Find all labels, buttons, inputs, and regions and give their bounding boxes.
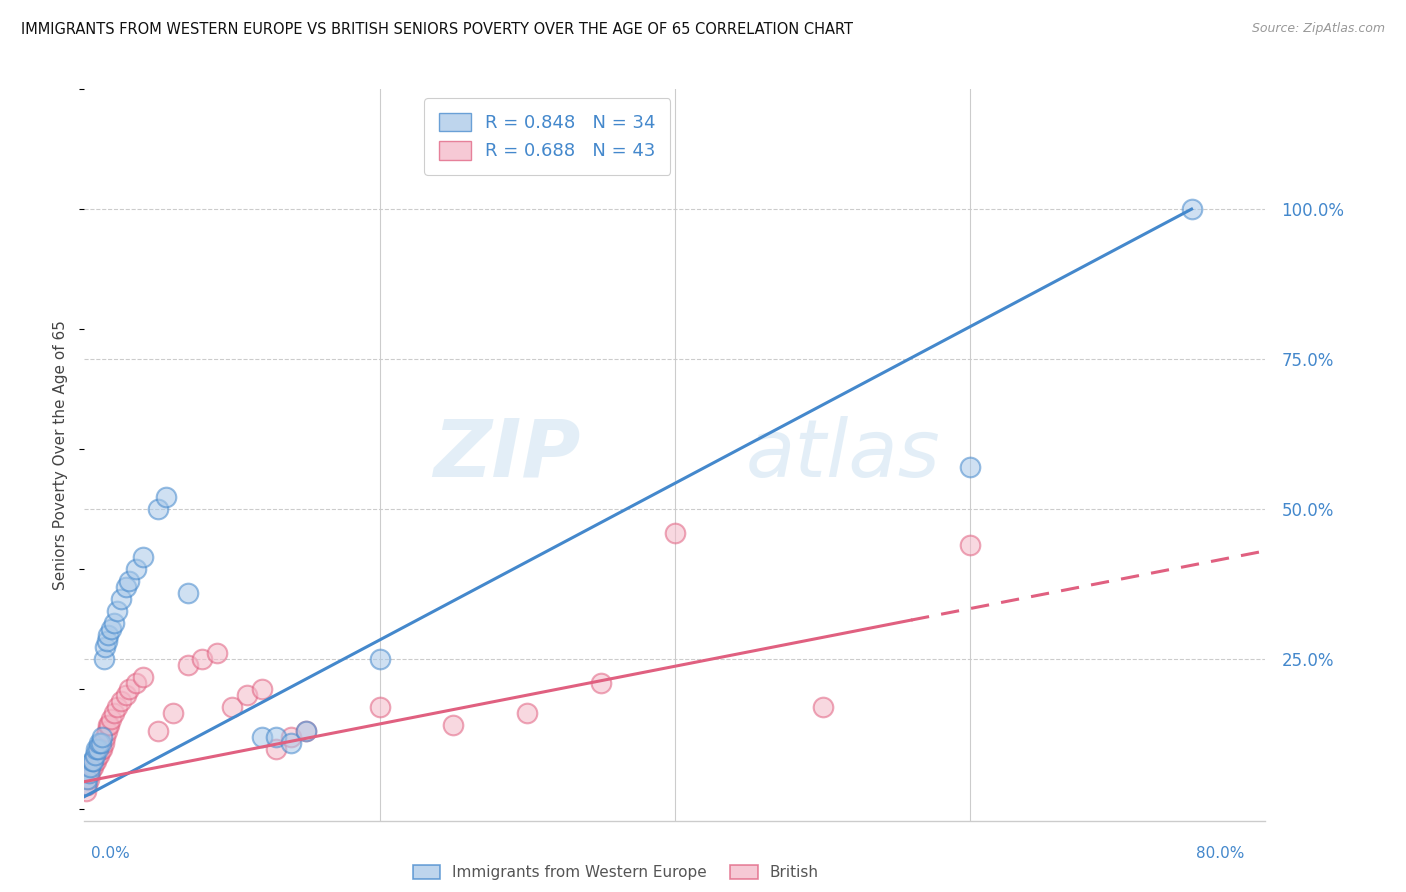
- Point: [148, 501, 170, 516]
- Point: [93, 652, 115, 666]
- Point: [94, 640, 117, 654]
- Point: [1181, 202, 1204, 216]
- Point: [96, 723, 118, 738]
- Point: [83, 754, 105, 768]
- Point: [250, 681, 273, 696]
- Point: [177, 586, 200, 600]
- Point: [93, 736, 115, 750]
- Point: [264, 741, 288, 756]
- Text: ZIP: ZIP: [433, 416, 581, 494]
- Point: [295, 723, 318, 738]
- Point: [959, 538, 981, 552]
- Point: [295, 723, 318, 738]
- Point: [77, 772, 100, 786]
- Point: [84, 741, 107, 756]
- Point: [280, 736, 302, 750]
- Point: [110, 694, 132, 708]
- Point: [132, 670, 155, 684]
- Point: [118, 681, 141, 696]
- Point: [811, 699, 834, 714]
- Text: Source: ZipAtlas.com: Source: ZipAtlas.com: [1251, 22, 1385, 36]
- Point: [118, 574, 141, 588]
- Text: IMMIGRANTS FROM WESTERN EUROPE VS BRITISH SENIORS POVERTY OVER THE AGE OF 65 COR: IMMIGRANTS FROM WESTERN EUROPE VS BRITIS…: [21, 22, 853, 37]
- Text: 80.0%: 80.0%: [1197, 847, 1244, 861]
- Point: [280, 730, 302, 744]
- Point: [75, 783, 97, 797]
- Point: [959, 459, 981, 474]
- Point: [205, 646, 228, 660]
- Point: [98, 717, 121, 731]
- Point: [76, 772, 98, 786]
- Point: [80, 760, 103, 774]
- Point: [103, 615, 125, 630]
- Point: [264, 730, 288, 744]
- Point: [105, 699, 128, 714]
- Point: [82, 760, 104, 774]
- Point: [516, 706, 538, 720]
- Point: [79, 760, 101, 774]
- Point: [83, 747, 105, 762]
- Point: [103, 706, 125, 720]
- Point: [155, 490, 177, 504]
- Point: [91, 730, 114, 744]
- Y-axis label: Seniors Poverty Over the Age of 65: Seniors Poverty Over the Age of 65: [53, 320, 69, 590]
- Point: [100, 622, 122, 636]
- Point: [148, 723, 170, 738]
- Legend: R = 0.848   N = 34, R = 0.688   N = 43: R = 0.848 N = 34, R = 0.688 N = 43: [425, 98, 671, 175]
- Point: [90, 741, 112, 756]
- Point: [82, 754, 104, 768]
- Point: [221, 699, 243, 714]
- Point: [236, 688, 259, 702]
- Point: [105, 604, 128, 618]
- Point: [96, 633, 118, 648]
- Point: [132, 549, 155, 564]
- Text: 0.0%: 0.0%: [91, 847, 131, 861]
- Point: [591, 675, 613, 690]
- Point: [79, 765, 101, 780]
- Point: [114, 688, 136, 702]
- Point: [664, 525, 686, 540]
- Text: atlas: atlas: [745, 416, 941, 494]
- Point: [114, 580, 136, 594]
- Point: [368, 652, 391, 666]
- Point: [191, 652, 214, 666]
- Point: [100, 712, 122, 726]
- Point: [125, 675, 148, 690]
- Point: [97, 628, 120, 642]
- Point: [250, 730, 273, 744]
- Point: [86, 747, 108, 762]
- Point: [177, 657, 200, 672]
- Point: [90, 736, 112, 750]
- Point: [368, 699, 391, 714]
- Point: [89, 736, 111, 750]
- Point: [75, 778, 97, 792]
- Point: [86, 741, 108, 756]
- Point: [84, 754, 107, 768]
- Point: [97, 717, 120, 731]
- Point: [441, 717, 464, 731]
- Point: [89, 747, 111, 762]
- Point: [110, 591, 132, 606]
- Point: [94, 730, 117, 744]
- Point: [162, 706, 184, 720]
- Point: [125, 562, 148, 576]
- Point: [91, 741, 114, 756]
- Point: [80, 754, 103, 768]
- Point: [76, 778, 98, 792]
- Point: [77, 765, 100, 780]
